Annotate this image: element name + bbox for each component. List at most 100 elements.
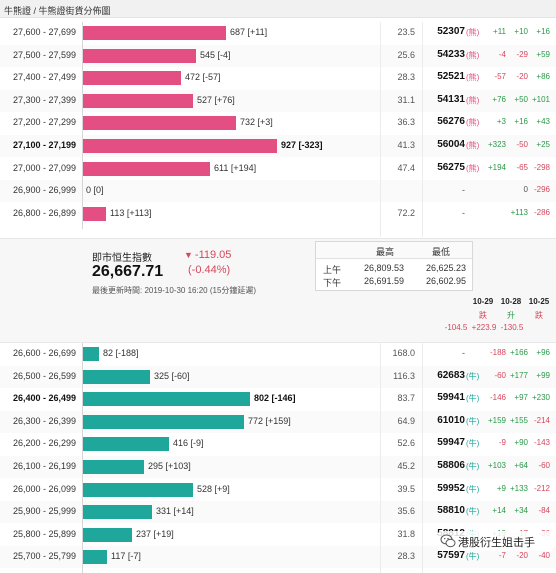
strike-range: 27,000 - 27,099 [12, 162, 76, 173]
daily-change-1: -4 [498, 49, 506, 59]
pct-distance: 35.6 [397, 506, 415, 517]
bar-value-label: 113 [+113] [110, 207, 152, 218]
point-value: 52307 [437, 26, 465, 37]
type-label: (牛) [466, 416, 480, 426]
axis-line [82, 343, 83, 573]
pct-distance: 45.2 [397, 461, 415, 471]
strike-range: 25,900 - 25,999 [12, 506, 76, 517]
point-value: 59947 [437, 437, 465, 449]
bar-value-label: 325 [-60] [154, 370, 190, 381]
daily-change-2: +166 [509, 348, 528, 357]
daily-change-1: +9 [496, 483, 506, 493]
daily-change-3: -60 [538, 461, 550, 470]
bar-value-label: 611 [+194] [214, 162, 257, 173]
strike-range: 27,400 - 27,499 [12, 72, 76, 83]
watermark: 港股衍生姐击手 [438, 531, 554, 551]
daily-change-2: +16 [514, 117, 528, 127]
point-value: 61010 [437, 414, 465, 426]
distribution-row: 26,900 - 26,999 0 [0] - 0 -296 [0, 180, 556, 203]
type-label: (熊) [466, 73, 480, 83]
column-separator [380, 343, 381, 573]
point-value: 54233 [437, 48, 465, 60]
strike-range: 27,300 - 27,399 [12, 94, 76, 105]
daily-change-3: -84 [538, 506, 550, 516]
daily-change-3: -40 [538, 551, 550, 561]
bull-bar [82, 161, 210, 176]
daily-change-2: +64 [514, 461, 528, 470]
distribution-row: 27,500 - 27,599 545 [-4] 25.6 54233 (熊) -4 -29… [0, 44, 556, 67]
daily-change-2: -20 [516, 72, 528, 82]
type-label: (熊) [466, 28, 480, 37]
bar-value-label: 802 [-146] [254, 393, 296, 404]
index-value: 26,667.71 [92, 263, 164, 280]
breadcrumb[interactable]: 牛熊證 / 牛熊證街貨分佈圖 [4, 6, 111, 16]
strike-range: 26,600 - 26,699 [12, 348, 76, 358]
index-change-value: -119.05 [194, 249, 232, 261]
daily-change-1: +194 [487, 162, 506, 172]
bar-value-label: 772 [+159] [248, 415, 291, 426]
distribution-row: 25,900 - 25,999 331 [+14] 35.6 58810 (牛) +14 +… [0, 501, 556, 524]
pct-distance: 39.5 [397, 483, 415, 494]
daily-change-3: +101 [531, 94, 550, 104]
distribution-row: 26,100 - 26,199 295 [+103] 45.2 58806 (牛) +10… [0, 456, 556, 478]
daily-change-2: +97 [514, 393, 528, 403]
bear-bar [82, 414, 244, 429]
type-label: (牛) [466, 552, 480, 562]
bear-bar [82, 392, 250, 407]
bear-bar [82, 347, 99, 361]
type-label: (牛) [466, 484, 480, 494]
daily-change-1: -7 [498, 551, 506, 561]
bar-value-label: 528 [+9] [197, 483, 230, 494]
distribution-row: 27,000 - 27,099 611 [+194] 47.4 56275 (熊) +19… [0, 158, 556, 180]
daily-change-2: +90 [514, 438, 528, 448]
day-change: -130.5 [500, 323, 524, 332]
type-label: (熊) [466, 163, 480, 173]
distribution-row: 27,400 - 27,499 472 [-57] 28.3 52521 (熊) -57-… [0, 67, 556, 89]
day-change: -104.5 [444, 323, 468, 332]
daily-change-2: +10 [514, 27, 528, 36]
bull-bar [82, 71, 181, 86]
daily-change-1: +3 [496, 117, 506, 127]
distribution-row: 27,300 - 27,399 527 [+76] 31.1 54131 (熊) +76 +… [0, 89, 556, 112]
distribution-row: 26,300 - 26,399 772 [+159] 64.9 61010 (牛) +15… [0, 410, 556, 433]
bar-value-label: 687 [+11] [230, 27, 268, 37]
type-label: (牛) [466, 371, 480, 381]
day-status: 升 [507, 311, 515, 320]
am-label: 上午 [323, 265, 342, 275]
pct-distance: 31.1 [397, 94, 415, 105]
daily-change-1: -60 [494, 370, 506, 380]
daily-change-2: -20 [516, 551, 528, 561]
point-value: 58810 [437, 505, 465, 517]
distribution-row: 26,000 - 26,099 528 [+9] 39.5 59952 (牛) +9 +13… [0, 479, 556, 501]
pct-distance: 116.3 [393, 370, 415, 381]
daily-change-3: -143 [533, 438, 550, 448]
pct-distance: 41.3 [397, 140, 415, 150]
point-value: 59941 [437, 392, 465, 404]
type-label: (熊) [466, 50, 480, 60]
point-value: 56275 [437, 161, 465, 173]
daily-change-3: -214 [533, 415, 550, 425]
strike-range: 27,500 - 27,599 [12, 49, 76, 60]
bull-bar [82, 26, 226, 40]
high-header: 最高 [376, 247, 395, 257]
bar-value-label: 472 [-57] [185, 72, 221, 83]
bar-value-label: 927 [-323] [281, 140, 323, 150]
strike-range: 27,100 - 27,199 [12, 140, 76, 150]
point-value: 58806 [437, 460, 465, 471]
strike-range: 26,900 - 26,999 [12, 185, 76, 196]
daily-change-1: -9 [498, 438, 506, 448]
bear-bar [82, 460, 144, 474]
distribution-row: 26,600 - 26,699 82 [-188] 168.0 - -188 +166 +9… [0, 343, 556, 365]
pct-distance: 52.6 [397, 438, 415, 449]
daily-change-1: +14 [492, 506, 506, 516]
point-value: 57597 [437, 550, 465, 562]
strike-range: 25,800 - 25,899 [12, 528, 76, 539]
pm-high: 26,691.59 [363, 276, 404, 286]
pm-low: 26,602.95 [425, 276, 466, 286]
bull-bar [82, 116, 236, 131]
bear-bar [82, 369, 150, 384]
bar-value-label: 416 [-9] [173, 438, 204, 449]
daily-change-2: +133 [509, 483, 528, 493]
day-status: 跌 [479, 311, 487, 320]
daily-change-2: +155 [509, 415, 528, 425]
